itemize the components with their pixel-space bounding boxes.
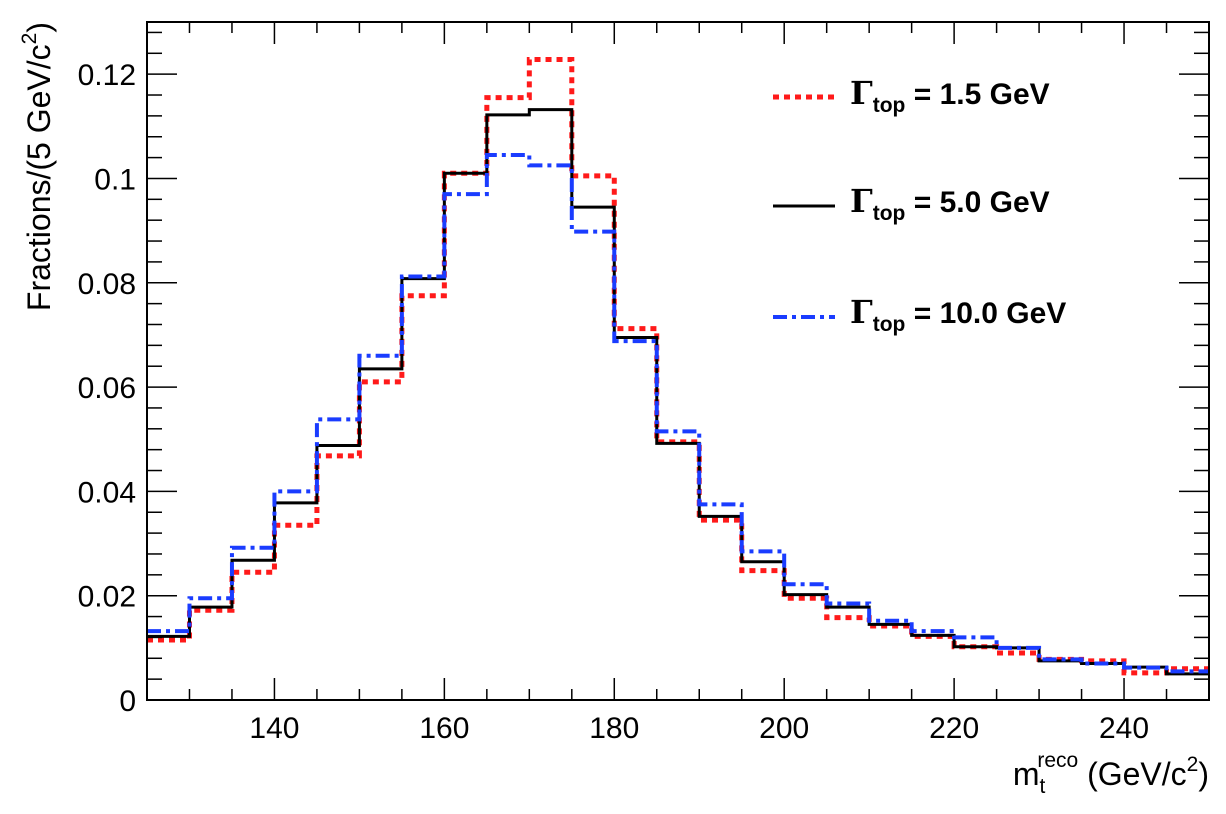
x-axis-title-sub: t bbox=[1039, 775, 1045, 798]
y-tick-label: 0.12 bbox=[78, 59, 136, 92]
legend-text-1: = 1.5 GeV bbox=[905, 78, 1049, 111]
x-axis-title-sup: reco bbox=[1037, 749, 1078, 772]
legend-item-1: Γtop = 1.5 GeV bbox=[773, 74, 1050, 117]
x-axis-title-rest: (GeV/c bbox=[1078, 756, 1186, 792]
legend-sub-1: top bbox=[873, 94, 906, 117]
y-axis-title-end: ) bbox=[21, 22, 57, 33]
legend-text-3: = 10.0 GeV bbox=[905, 297, 1066, 330]
y-tick-label: 0.1 bbox=[94, 163, 136, 196]
tick-labels: 140 160 180 200 220 240 0 0.02 0.04 0.06 0.08 0.1 0.… bbox=[78, 59, 1149, 745]
x-tick-label: 220 bbox=[929, 712, 979, 745]
y-tick-label: 0 bbox=[119, 685, 136, 718]
legend-text-2: = 5.0 GeV bbox=[905, 186, 1049, 219]
y-axis-title-sup: 2 bbox=[18, 33, 41, 45]
x-axis-title: mt reco (GeV/c2) bbox=[1013, 749, 1209, 798]
y-axis-title-main: Fractions/(5 GeV/c bbox=[21, 44, 57, 311]
x-axis-title-main: m bbox=[1013, 756, 1040, 792]
x-tick-label: 200 bbox=[759, 712, 809, 745]
legend-sub-2: top bbox=[873, 202, 906, 225]
y-tick-label: 0.06 bbox=[78, 372, 136, 405]
axis-ticks bbox=[146, 22, 1210, 701]
legend: Γtop = 1.5 GeV Γtop = 5.0 GeV Γtop = 10.… bbox=[773, 74, 1066, 336]
x-tick-label: 140 bbox=[249, 712, 299, 745]
x-tick-label: 240 bbox=[1099, 712, 1149, 745]
y-tick-label: 0.08 bbox=[78, 268, 136, 301]
legend-label-3: Γtop = 10.0 GeV bbox=[850, 293, 1066, 336]
legend-label-2: Γtop = 5.0 GeV bbox=[850, 182, 1050, 225]
legend-item-2: Γtop = 5.0 GeV bbox=[773, 182, 1050, 225]
y-tick-label: 0.04 bbox=[78, 476, 136, 509]
series-layer bbox=[147, 57, 1209, 676]
y-axis-title: Fractions/(5 GeV/c2) bbox=[18, 22, 57, 311]
plot-frame bbox=[146, 21, 1210, 701]
legend-sub-3: top bbox=[873, 313, 906, 336]
x-axis-title-rest-sup: 2 bbox=[1187, 753, 1199, 776]
series-line-1 bbox=[147, 57, 1209, 676]
series-line-3 bbox=[147, 152, 1209, 674]
legend-item-3: Γtop = 10.0 GeV bbox=[773, 293, 1066, 336]
series-line-2 bbox=[147, 108, 1209, 676]
legend-label-1: Γtop = 1.5 GeV bbox=[850, 74, 1050, 117]
legend-symbol-2: Γ bbox=[850, 182, 873, 220]
legend-symbol-1: Γ bbox=[850, 74, 873, 112]
x-tick-label: 180 bbox=[589, 712, 639, 745]
legend-symbol-3: Γ bbox=[850, 293, 873, 331]
y-tick-label: 0.02 bbox=[78, 581, 136, 614]
x-axis-title-rest-end: ) bbox=[1198, 756, 1209, 792]
x-tick-label: 160 bbox=[419, 712, 469, 745]
